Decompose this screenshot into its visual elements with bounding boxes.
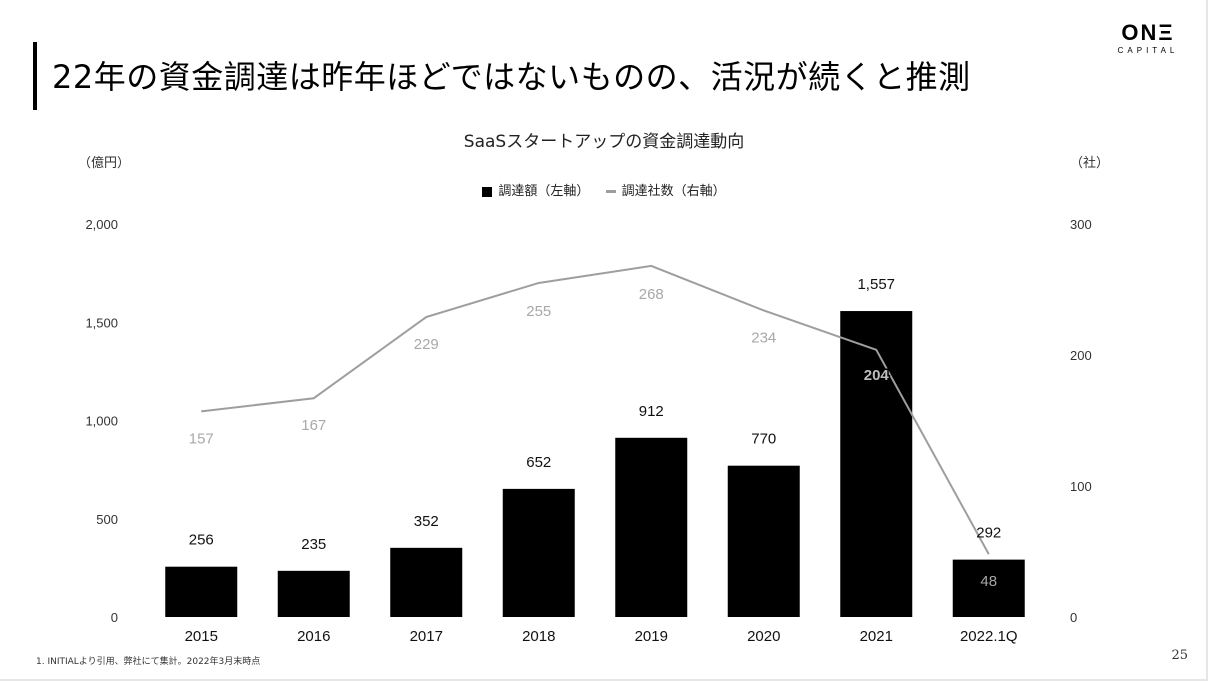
left-axis-unit: （億円） bbox=[78, 156, 131, 171]
bar-data-label: 256 bbox=[189, 532, 214, 549]
bar-data-label: 652 bbox=[526, 454, 551, 471]
bar-data-label: 235 bbox=[301, 536, 326, 553]
bar bbox=[952, 559, 1025, 617]
bar bbox=[277, 570, 350, 617]
bar bbox=[165, 566, 238, 617]
line-data-label: 48 bbox=[980, 573, 997, 590]
right-y-tick-label: 200 bbox=[1070, 348, 1092, 363]
bar-data-label: 292 bbox=[976, 525, 1001, 542]
left-y-tick-label: 1,500 bbox=[85, 315, 118, 330]
right-y-tick-label: 100 bbox=[1070, 479, 1092, 494]
x-tick-label: 2016 bbox=[297, 628, 330, 645]
legend-line-label: 調達社数（右軸） bbox=[621, 184, 726, 199]
x-tick-label: 2020 bbox=[747, 628, 780, 645]
line-data-label: 229 bbox=[414, 336, 439, 353]
x-tick-label: 2019 bbox=[635, 628, 668, 645]
bar bbox=[502, 488, 575, 617]
left-y-tick-label: 1,000 bbox=[85, 414, 118, 429]
left-y-tick-label: 0 bbox=[111, 610, 118, 625]
bar bbox=[840, 311, 913, 617]
line-data-label: 157 bbox=[189, 430, 214, 447]
legend-bar-swatch bbox=[482, 186, 493, 197]
bar bbox=[615, 437, 688, 617]
legend-item-bar: 調達額（左軸） bbox=[482, 180, 589, 199]
logo-main-text: ONΞ bbox=[1121, 20, 1175, 45]
slide-title: 22年の資金調達は昨年ほどではないものの、活況が続くと推測 bbox=[52, 58, 971, 96]
series-line bbox=[201, 264, 990, 555]
right-axis-unit: （社） bbox=[1070, 156, 1110, 171]
legend-bar-label: 調達額（左軸） bbox=[498, 184, 590, 199]
line-data-label: 255 bbox=[526, 303, 551, 320]
bar-data-label: 1,557 bbox=[857, 276, 895, 293]
page-number: 25 bbox=[1171, 648, 1188, 663]
right-y-tick-label: 0 bbox=[1070, 610, 1077, 625]
line-data-label: 234 bbox=[751, 329, 776, 346]
logo-sub-text: CAPITAL bbox=[1117, 46, 1179, 55]
left-y-tick-label: 2,000 bbox=[85, 217, 118, 232]
line-data-label: 167 bbox=[301, 417, 326, 434]
chart-title: SaaSスタートアップの資金調達動向 bbox=[463, 132, 745, 152]
bar-data-label: 912 bbox=[639, 403, 664, 420]
x-tick-label: 2022.1Q bbox=[960, 628, 1018, 645]
x-tick-label: 2021 bbox=[860, 628, 893, 645]
x-tick-label: 2017 bbox=[410, 628, 443, 645]
bar bbox=[390, 547, 463, 617]
company-logo: ONΞ CAPITAL bbox=[1108, 20, 1188, 55]
footnote: 1. INITIALより引用、弊社にて集計。2022年3月末時点 bbox=[36, 657, 261, 667]
legend-line-swatch bbox=[605, 190, 616, 193]
x-tick-label: 2018 bbox=[522, 628, 555, 645]
left-y-tick-label: 500 bbox=[96, 512, 118, 527]
x-tick-label: 2015 bbox=[185, 628, 218, 645]
line-data-label: 204 bbox=[864, 367, 890, 384]
right-y-tick-label: 300 bbox=[1070, 217, 1092, 232]
title-accent-bar bbox=[33, 42, 37, 110]
bar-data-label: 352 bbox=[414, 513, 439, 530]
line-data-label: 268 bbox=[639, 286, 664, 303]
bar-data-label: 770 bbox=[751, 431, 776, 448]
legend-item-line: 調達社数（右軸） bbox=[605, 180, 726, 199]
chart-legend: 調達額（左軸） 調達社数（右軸） bbox=[0, 180, 1208, 199]
bar bbox=[727, 465, 800, 617]
